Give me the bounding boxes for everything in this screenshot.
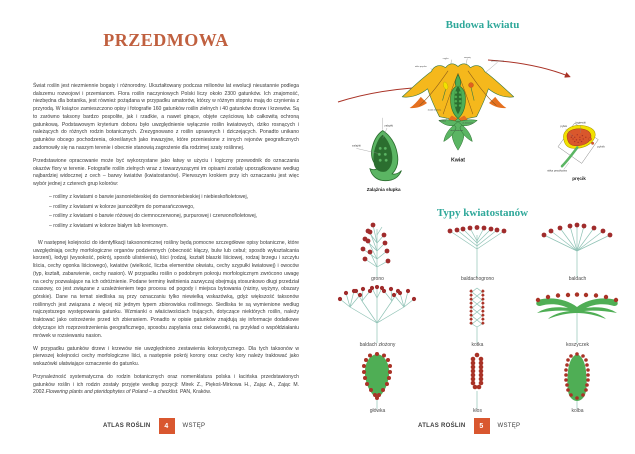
svg-text:pyłek: pyłek — [560, 124, 567, 128]
svg-text:szyjka: szyjka — [443, 58, 450, 60]
svg-text:zalążki: zalążki — [352, 144, 361, 148]
svg-text:dno kwiatowe: dno kwiatowe — [450, 129, 464, 132]
svg-text:płatek korony: płatek korony — [491, 60, 504, 63]
svg-text:pręcik: pręcik — [572, 176, 586, 181]
svg-text:łagiewki: łagiewki — [576, 121, 587, 125]
svg-text:znamię: znamię — [464, 57, 472, 59]
svg-text:miodnik: miodnik — [439, 121, 447, 123]
svg-text:oś kwiatowa: oś kwiatowa — [462, 122, 474, 125]
svg-text:Kwiat: Kwiat — [451, 157, 465, 163]
svg-text:zalążki: zalążki — [384, 123, 393, 127]
svg-text:pylnik: pylnik — [597, 145, 605, 149]
svg-text:Zalążnia słupka: Zalążnia słupka — [367, 187, 401, 192]
svg-text:nitka pręcika: nitka pręcika — [415, 65, 428, 68]
svg-text:działki kielicha: działki kielicha — [428, 110, 442, 112]
